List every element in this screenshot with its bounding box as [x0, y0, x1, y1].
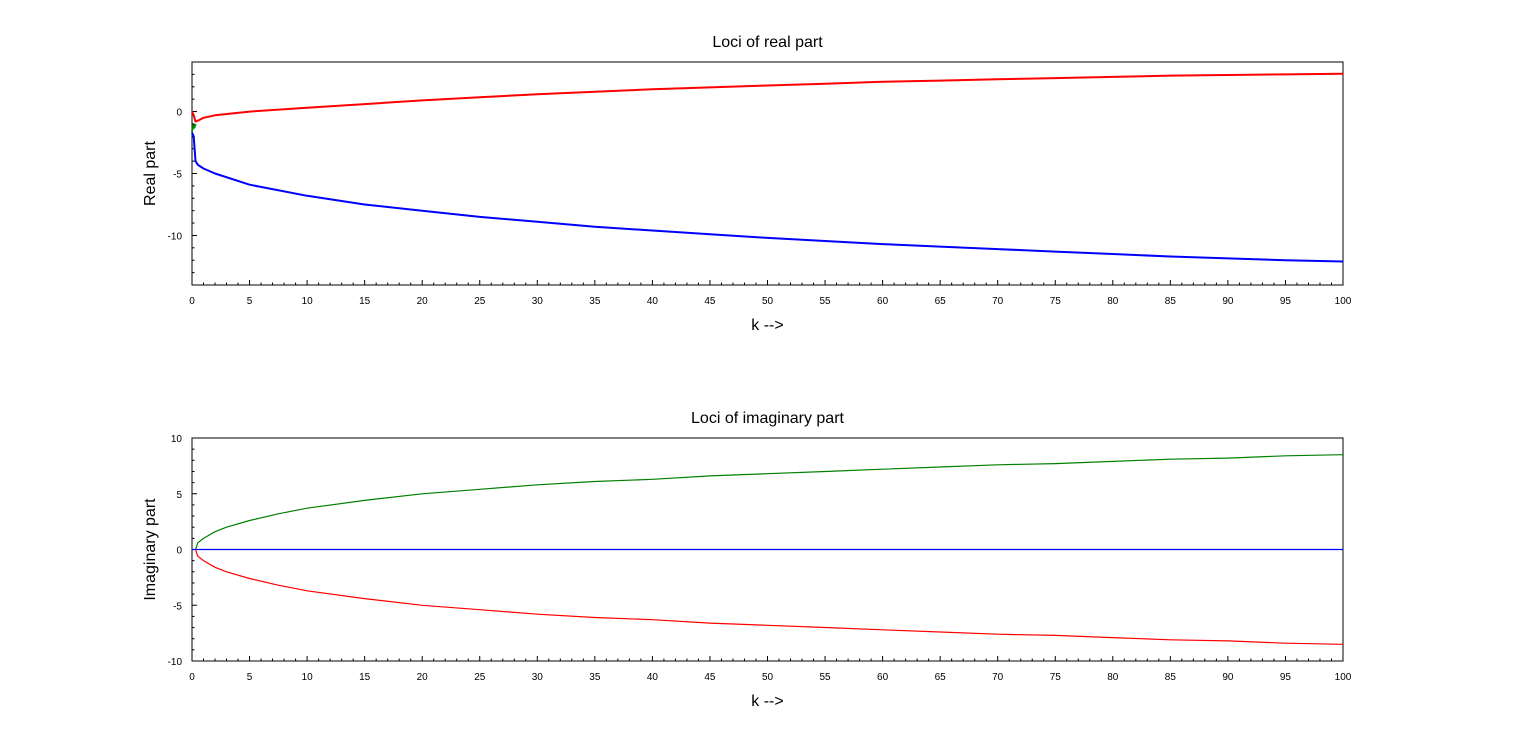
- y-tick-label: -5: [173, 170, 182, 181]
- x-tick-label: 35: [589, 296, 601, 307]
- real-part-plot: Loci of real part k --> Real part 0 5 10 15 20 2…: [142, 34, 1352, 334]
- x-tick-label: 70: [992, 672, 1004, 683]
- series-line-1: [191, 132, 1344, 263]
- series-line-0: [194, 454, 1344, 550]
- series-line-2: [191, 123, 197, 132]
- x-tick-label: 75: [1050, 296, 1062, 307]
- x-tick-label: 5: [247, 672, 253, 683]
- series-line-2: [194, 549, 1344, 645]
- x-tick-label: 80: [1107, 672, 1119, 683]
- x-tick-label: 90: [1222, 672, 1234, 683]
- x-tick-label: 15: [359, 672, 371, 683]
- x-tick-label: 20: [417, 672, 429, 683]
- x-tick-label: 65: [935, 672, 947, 683]
- y-axis-label: Imaginary part: [142, 498, 159, 601]
- x-tick-label: 30: [532, 672, 544, 683]
- y-tick-label: -10: [168, 657, 183, 668]
- plot-frame: [191, 61, 1344, 286]
- x-tick-label: 95: [1280, 296, 1292, 307]
- x-tick-label: 20: [417, 296, 429, 307]
- x-tick-label: 100: [1335, 296, 1352, 307]
- x-tick-label: 100: [1335, 672, 1352, 683]
- x-tick-label: 65: [935, 296, 947, 307]
- y-tick-label: -10: [168, 231, 183, 242]
- series-line-0: [191, 72, 1344, 123]
- x-tick-label: 70: [992, 296, 1004, 307]
- x-tick-label: 10: [302, 296, 314, 307]
- x-tick-label: 5: [247, 296, 253, 307]
- imaginary-part-plot: Loci of imaginary part k --> Imaginary par…: [142, 410, 1352, 710]
- x-tick-label: 0: [189, 296, 195, 307]
- x-tick-label: 25: [474, 672, 486, 683]
- x-tick-label: 40: [647, 672, 659, 683]
- x-tick-label: 50: [762, 296, 774, 307]
- x-tick-label: 55: [819, 672, 831, 683]
- y-axis-label: Real part: [142, 140, 159, 205]
- chart-title: Loci of imaginary part: [691, 410, 845, 427]
- x-tick-label: 60: [877, 672, 889, 683]
- x-tick-label: 75: [1050, 672, 1062, 683]
- x-tick-label: 25: [474, 296, 486, 307]
- x-tick-label: 60: [877, 296, 889, 307]
- y-tick-label: 0: [176, 108, 182, 119]
- x-axis-label: k -->: [751, 693, 783, 710]
- x-tick-label: 50: [762, 672, 774, 683]
- x-tick-label: 95: [1280, 672, 1292, 683]
- x-tick-label: 35: [589, 672, 601, 683]
- x-axis-label: k -->: [751, 317, 783, 334]
- x-tick-label: 45: [704, 296, 716, 307]
- x-tick-label: 40: [647, 296, 659, 307]
- y-tick-label: 10: [171, 434, 183, 445]
- y-tick-label: 5: [176, 490, 182, 501]
- x-tick-label: 30: [532, 296, 544, 307]
- x-tick-label: 85: [1165, 296, 1177, 307]
- y-tick-label: 0: [176, 546, 182, 557]
- x-tick-label: 45: [704, 672, 716, 683]
- x-tick-label: 80: [1107, 296, 1119, 307]
- x-tick-label: 55: [819, 296, 831, 307]
- x-tick-label: 10: [302, 672, 314, 683]
- x-tick-label: 85: [1165, 672, 1177, 683]
- x-tick-label: 90: [1222, 296, 1234, 307]
- chart-title: Loci of real part: [712, 34, 823, 51]
- x-tick-label: 0: [189, 672, 195, 683]
- x-tick-label: 15: [359, 296, 371, 307]
- y-tick-label: -5: [173, 601, 182, 612]
